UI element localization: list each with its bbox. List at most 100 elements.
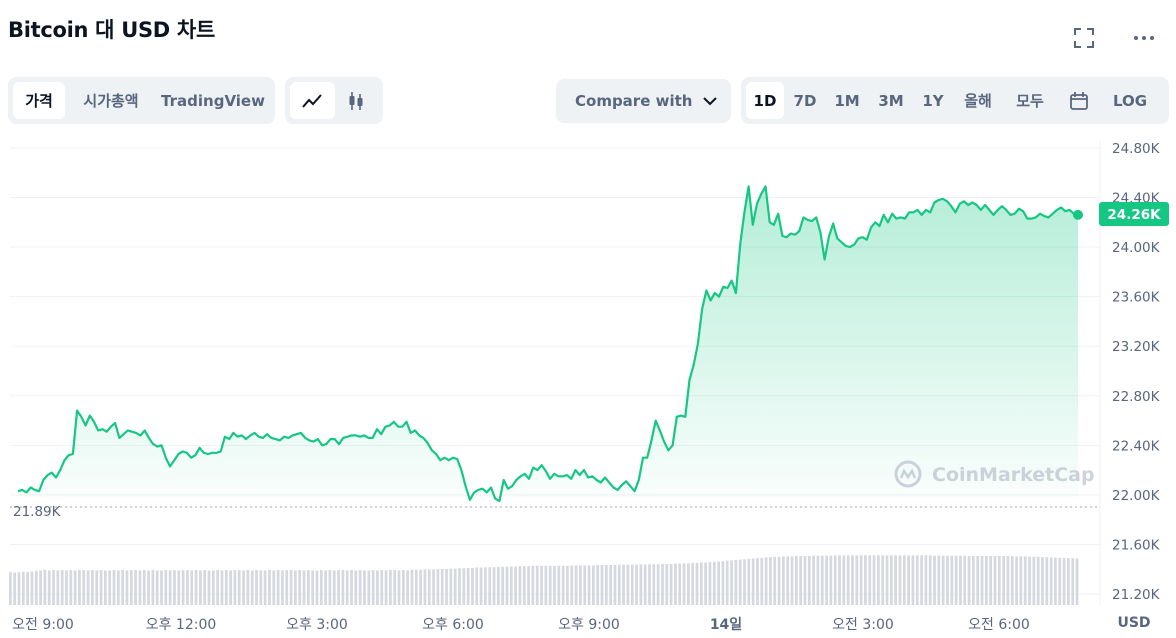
- volume-bar: [475, 567, 479, 605]
- volume-bar: [181, 570, 185, 605]
- range-1y[interactable]: 1Y: [922, 91, 944, 110]
- range-all[interactable]: 모두: [1016, 92, 1044, 110]
- volume-bar: [393, 570, 397, 605]
- range-1m[interactable]: 1M: [834, 91, 860, 110]
- volume-bar: [112, 570, 116, 605]
- volume-bar: [116, 570, 120, 605]
- volume-bar: [967, 556, 971, 605]
- volume-bar: [242, 570, 245, 605]
- volume-bar: [535, 565, 539, 605]
- volume-bar: [864, 555, 867, 605]
- range-7d[interactable]: 7D: [793, 91, 817, 110]
- volume-bar: [613, 565, 617, 605]
- volume-bar: [250, 570, 254, 605]
- volume-bar: [389, 570, 392, 605]
- volume-bar: [786, 556, 790, 605]
- volume-bar: [704, 562, 708, 605]
- volume-bar: [302, 570, 306, 605]
- volume-bar: [358, 570, 362, 605]
- candlestick-icon: [349, 91, 363, 110]
- volume-bar: [743, 559, 746, 605]
- volume-bar: [894, 555, 898, 605]
- y-axis: 24.80K24.40K24.00K23.60K23.20K22.80K22.4…: [1112, 141, 1161, 603]
- volume-bar: [1036, 556, 1040, 605]
- coinmarketcap-watermark: CoinMarketCap: [894, 460, 1095, 488]
- compare-with-select[interactable]: Compare with: [556, 79, 731, 123]
- volume-bar: [769, 557, 772, 605]
- chart-type-toggle: [285, 77, 383, 124]
- x-tick-label: 오후 3:00: [286, 617, 348, 633]
- volume-bar: [721, 561, 725, 605]
- volume-bar: [298, 570, 302, 605]
- volume-bar: [687, 563, 690, 605]
- volume-bar: [907, 555, 910, 605]
- range-3m[interactable]: 3M: [878, 91, 904, 110]
- tab-marketcap[interactable]: 시가총액: [83, 92, 139, 110]
- volume-bar: [95, 570, 99, 605]
- calendar-button[interactable]: [1056, 82, 1102, 119]
- volume-bar: [751, 558, 755, 605]
- volume-bar: [946, 555, 949, 605]
- y-tick-label: 23.60K: [1112, 290, 1161, 306]
- volume-bar: [915, 555, 919, 605]
- volume-bar: [678, 563, 682, 605]
- volume-bar: [846, 555, 850, 605]
- line-chart-button[interactable]: [290, 82, 335, 119]
- volume-bar: [224, 570, 228, 605]
- log-scale-toggle[interactable]: LOG: [1112, 91, 1148, 110]
- volume-bar: [669, 563, 673, 605]
- volume-bar: [851, 555, 854, 605]
- current-price-dot: [1073, 209, 1083, 220]
- x-tick-label: 14일: [710, 617, 742, 633]
- volume-bar: [263, 570, 267, 605]
- volume-bar: [1075, 558, 1079, 605]
- tab-tradingview[interactable]: TradingView: [161, 91, 265, 110]
- y-tick-label: 22.40K: [1112, 438, 1161, 454]
- volume-bar: [345, 570, 349, 605]
- volume-bar: [760, 557, 764, 605]
- volume-bar: [812, 555, 815, 605]
- range-1d[interactable]: 1D: [746, 82, 784, 119]
- volume-bar: [799, 556, 803, 605]
- x-tick-label: 오전 9:00: [12, 617, 74, 633]
- volume-bar: [449, 568, 453, 605]
- volume-bar: [829, 555, 833, 605]
- tab-price[interactable]: 가격: [13, 82, 65, 119]
- volume-bar: [712, 561, 716, 605]
- y-tick-label: 21.60K: [1112, 537, 1161, 553]
- more-dots-icon[interactable]: [1132, 26, 1156, 50]
- volume-bar: [311, 570, 315, 605]
- volume-bar: [371, 570, 375, 605]
- fullscreen-icon[interactable]: [1072, 26, 1096, 50]
- volume-bar: [186, 570, 189, 605]
- volume-bar: [674, 563, 677, 605]
- volume-bar: [877, 555, 880, 605]
- volume-bar: [466, 567, 470, 605]
- y-tick-label: 24.80K: [1112, 141, 1161, 157]
- volume-bar: [30, 571, 34, 605]
- range-ytd[interactable]: 올해: [964, 92, 992, 110]
- compare-with-label: Compare with: [575, 92, 693, 110]
- volume-bars: [9, 555, 1079, 605]
- volume-bar: [151, 570, 155, 605]
- volume-bar: [790, 556, 794, 605]
- volume-bar: [423, 569, 427, 605]
- volume-bar: [544, 565, 548, 605]
- volume-bar: [522, 566, 526, 605]
- volume-bar: [138, 570, 142, 605]
- volume-bar: [350, 570, 353, 605]
- volume-bar: [1015, 556, 1018, 605]
- volume-bar: [199, 570, 202, 605]
- volume-bar: [82, 570, 86, 605]
- volume-bar: [980, 556, 984, 605]
- volume-bar: [255, 570, 258, 605]
- y-tick-label: 22.00K: [1112, 488, 1161, 504]
- volume-bar: [104, 570, 107, 605]
- price-line: [17, 185, 1079, 503]
- volume-bar: [885, 555, 889, 605]
- volume-bar: [691, 562, 695, 605]
- volume-bar: [1010, 556, 1014, 605]
- currency-label: USD: [1117, 615, 1150, 631]
- volume-bar: [34, 570, 38, 605]
- candlestick-button[interactable]: [335, 82, 378, 119]
